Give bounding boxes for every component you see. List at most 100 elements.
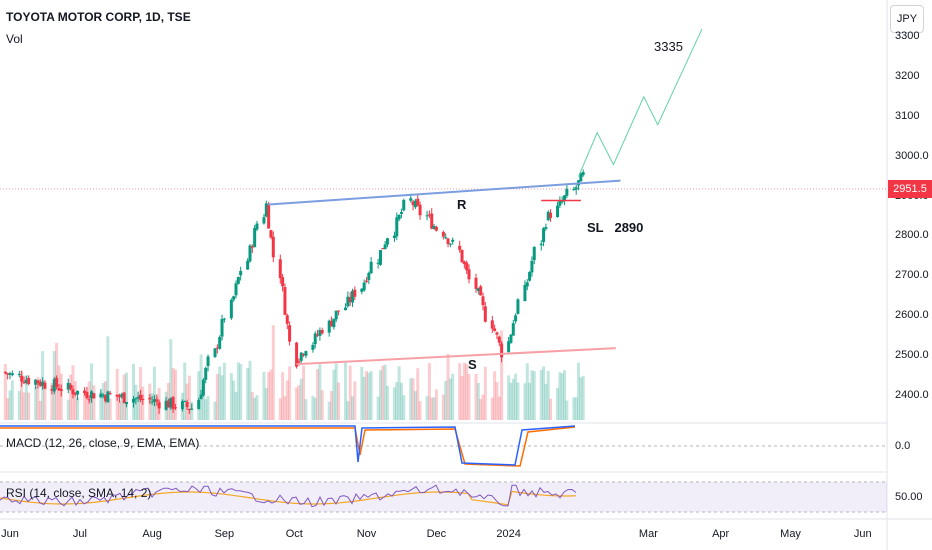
candle-body: [516, 299, 520, 314]
time-axis-tick: Apr: [712, 528, 730, 540]
volume-bar: [479, 398, 483, 420]
candle-body: [27, 377, 31, 385]
candle-body: [20, 375, 24, 382]
candle-body: [476, 288, 480, 291]
volume-bar: [490, 397, 494, 420]
volume-bar: [383, 364, 387, 420]
candle-body: [444, 237, 448, 239]
time-axis-tick: Jun: [853, 528, 872, 540]
volume-bar: [509, 382, 513, 420]
candle-body: [299, 352, 303, 361]
volume-bar: [285, 380, 289, 420]
candle-body: [108, 393, 112, 395]
time-axis-tick: Oct: [285, 528, 303, 540]
candle-body: [425, 215, 429, 217]
volume-bar: [118, 400, 122, 420]
volume-bar: [334, 363, 338, 420]
candle-body: [166, 400, 170, 408]
volume-bar: [399, 382, 403, 420]
volume-bar: [327, 401, 331, 420]
candle-body: [318, 330, 322, 336]
candle-body: [483, 306, 487, 322]
volume-bar: [218, 366, 222, 420]
candle-body: [579, 173, 583, 182]
volume-bar: [85, 394, 89, 420]
candle-body: [71, 389, 75, 395]
volume-bar: [397, 366, 401, 420]
candle-body: [269, 230, 273, 238]
candle-body: [215, 347, 219, 349]
volume-bar: [330, 391, 334, 420]
volume-bar: [6, 398, 10, 420]
candle-body: [413, 200, 417, 208]
volume-bar: [115, 368, 119, 420]
price-axis-tick: 3000.0: [895, 149, 929, 162]
symbol-title[interactable]: TOYOTA MOTOR CORP, 1D, TSE: [6, 10, 191, 24]
volume-bar: [255, 395, 259, 420]
time-axis-tick: Dec: [426, 528, 447, 540]
volume-bar: [250, 392, 254, 420]
candle-body: [395, 217, 399, 237]
candle-body: [411, 201, 415, 206]
volume-bar: [27, 392, 31, 420]
rsi-axis-fifty: 50.00: [895, 491, 923, 503]
volume-bar: [108, 398, 112, 420]
volume-bar: [332, 369, 336, 420]
price-axis-tick: 2500.0: [895, 349, 929, 362]
volume-bar: [500, 330, 504, 420]
candle-body: [556, 205, 560, 218]
volume-legend[interactable]: Vol: [6, 32, 23, 46]
time-axis-tick: Mar: [638, 528, 658, 540]
support-label: S: [468, 357, 477, 372]
volume-bar: [411, 378, 415, 420]
candle-body: [73, 392, 77, 395]
volume-bar: [581, 375, 585, 420]
volume-bar: [288, 366, 292, 420]
candle-body: [546, 211, 550, 221]
resistance-line: [268, 179, 621, 206]
volume-bar: [546, 370, 550, 420]
candle-body: [432, 226, 436, 229]
volume-bar: [337, 382, 341, 420]
candle-body: [104, 395, 108, 402]
volume-bar: [234, 391, 238, 420]
volume-bar: [73, 381, 77, 420]
volume-bar: [507, 375, 511, 420]
candle-body: [511, 323, 515, 336]
volume-bar: [187, 375, 191, 420]
candle-body: [446, 238, 450, 244]
volume-bar: [532, 371, 536, 420]
volume-bar: [462, 362, 466, 420]
support-line: [296, 347, 616, 366]
candle-body: [402, 199, 406, 211]
volume-bar: [206, 395, 210, 420]
candle-body: [544, 226, 548, 229]
volume-bar: [199, 354, 203, 420]
candle-body: [362, 282, 366, 291]
volume-bar: [381, 365, 385, 420]
candle-body: [66, 382, 70, 390]
rsi-legend[interactable]: RSI (14, close, SMA, 14, 2): [6, 486, 152, 500]
volume-bar: [481, 394, 485, 420]
candle-body: [236, 277, 240, 284]
candle-body: [316, 334, 320, 336]
candle-body: [327, 320, 331, 333]
volume-bar: [232, 380, 236, 420]
candle-body: [22, 381, 26, 384]
candle-body: [285, 315, 289, 324]
rsi-band: [0, 482, 887, 512]
volume-bar: [17, 390, 21, 420]
volume-bar: [313, 397, 317, 420]
currency-button[interactable]: JPY: [890, 5, 924, 33]
macd-legend[interactable]: MACD (12, 26, close, 9, EMA, EMA): [6, 436, 200, 450]
volume-bar: [511, 378, 515, 420]
price-axis-tick: 2800.0: [895, 229, 929, 242]
volume-bar: [204, 399, 208, 420]
candle-body: [10, 373, 14, 376]
volume-bar: [120, 396, 124, 420]
candle-body: [87, 399, 91, 401]
volume-bar: [514, 373, 518, 420]
candle-body: [367, 272, 371, 281]
candle-body: [199, 394, 203, 400]
